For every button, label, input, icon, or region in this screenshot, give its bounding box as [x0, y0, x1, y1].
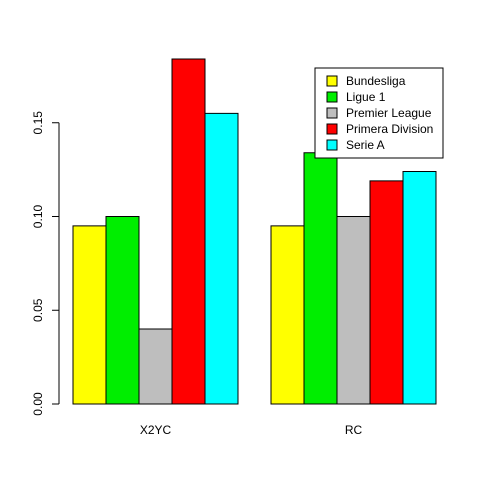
legend-label: Ligue 1 [346, 90, 386, 104]
y-tick-label: 0.10 [31, 204, 45, 228]
bar-rc-primera-division [369, 180, 404, 405]
legend-swatch [326, 107, 338, 119]
bar-x2yc-primera-division [171, 58, 206, 405]
y-tick-label: 0.00 [31, 392, 45, 416]
x-axis-labels: X2YC RC [140, 423, 363, 437]
bar-rc-serie-a [402, 171, 437, 405]
legend: Bundesliga Ligue 1 Premier League Primera D… [314, 67, 444, 159]
bar-rc-premier-league [336, 216, 371, 405]
y-tick-label: 0.05 [31, 298, 45, 322]
legend-label: Primera Division [346, 122, 433, 136]
bar-x2yc-ligue-1 [105, 216, 140, 405]
x-tick-label: X2YC [140, 423, 172, 437]
bar-rc-ligue-1 [303, 152, 338, 405]
legend-label: Premier League [346, 106, 432, 120]
bar-x2yc-bundesliga [72, 225, 107, 405]
legend-swatch [326, 91, 338, 103]
bar-x2yc-premier-league [138, 328, 173, 405]
y-axis: 0.00 0.05 0.10 0.15 [31, 111, 60, 416]
x-tick-label: RC [345, 423, 363, 437]
bar-x2yc-serie-a [204, 112, 239, 405]
legend-label: Serie A [346, 138, 385, 152]
y-tick-label: 0.15 [31, 111, 45, 135]
legend-swatch [326, 123, 338, 135]
legend-swatch [326, 139, 338, 151]
legend-swatch [326, 75, 338, 87]
legend-label: Bundesliga [346, 74, 406, 88]
bar-rc-bundesliga [270, 225, 305, 405]
bars-layer [72, 58, 437, 405]
